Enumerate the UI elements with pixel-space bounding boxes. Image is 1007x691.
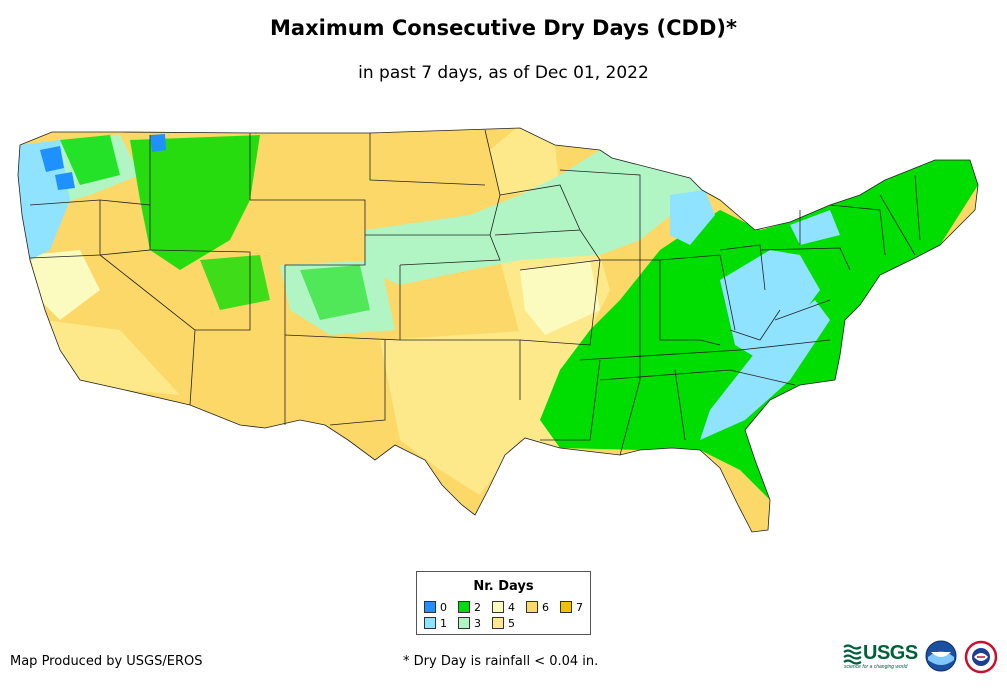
state-boundaries bbox=[17, 127, 979, 533]
legend-label: 5 bbox=[508, 617, 515, 630]
legend-swatch bbox=[492, 617, 504, 629]
legend-item-3: 3 bbox=[458, 617, 481, 632]
noaa-logo-icon bbox=[925, 640, 957, 672]
legend-item-2: 2 bbox=[458, 601, 481, 616]
usgs-logo: USGS science for a changing world bbox=[843, 640, 919, 674]
legend-title: Nr. Days bbox=[473, 579, 534, 594]
usgs-tagline: science for a changing world bbox=[844, 664, 908, 670]
map-subtitle: in past 7 days, as of Dec 01, 2022 bbox=[358, 63, 649, 83]
legend-item-1: 1 bbox=[424, 617, 447, 632]
legend-item-6: 6 bbox=[526, 601, 549, 616]
legend-swatch bbox=[458, 601, 470, 613]
nws-logo-icon bbox=[964, 640, 998, 674]
legend-item-0: 0 bbox=[424, 601, 447, 616]
legend-label: 4 bbox=[508, 601, 515, 614]
legend-grid: 0 1 2 3 4 5 6 7 bbox=[424, 601, 589, 633]
legend-label: 7 bbox=[576, 601, 583, 614]
legend-item-4: 4 bbox=[492, 601, 515, 616]
legend-swatch bbox=[424, 601, 436, 613]
usgs-wordmark: USGS bbox=[863, 642, 918, 664]
legend-swatch bbox=[424, 617, 436, 629]
legend-item-5: 5 bbox=[492, 617, 515, 632]
legend: Nr. Days 0 1 2 3 4 5 6 7 bbox=[416, 571, 591, 635]
dry-day-note: * Dry Day is rainfall < 0.04 in. bbox=[403, 654, 599, 669]
legend-label: 1 bbox=[440, 617, 447, 630]
legend-swatch bbox=[492, 601, 504, 613]
legend-swatch bbox=[560, 601, 572, 613]
usgs-wave-icon bbox=[843, 644, 862, 665]
legend-swatch bbox=[458, 617, 470, 629]
legend-label: 2 bbox=[474, 601, 481, 614]
legend-label: 6 bbox=[542, 601, 549, 614]
cdd-fill-layer bbox=[18, 128, 978, 532]
legend-label: 3 bbox=[474, 617, 481, 630]
legend-swatch bbox=[526, 601, 538, 613]
map-title: Maximum Consecutive Dry Days (CDD)* bbox=[270, 16, 737, 40]
legend-item-7: 7 bbox=[560, 601, 583, 616]
legend-label: 0 bbox=[440, 601, 447, 614]
credit-text: Map Produced by USGS/EROS bbox=[10, 654, 203, 669]
